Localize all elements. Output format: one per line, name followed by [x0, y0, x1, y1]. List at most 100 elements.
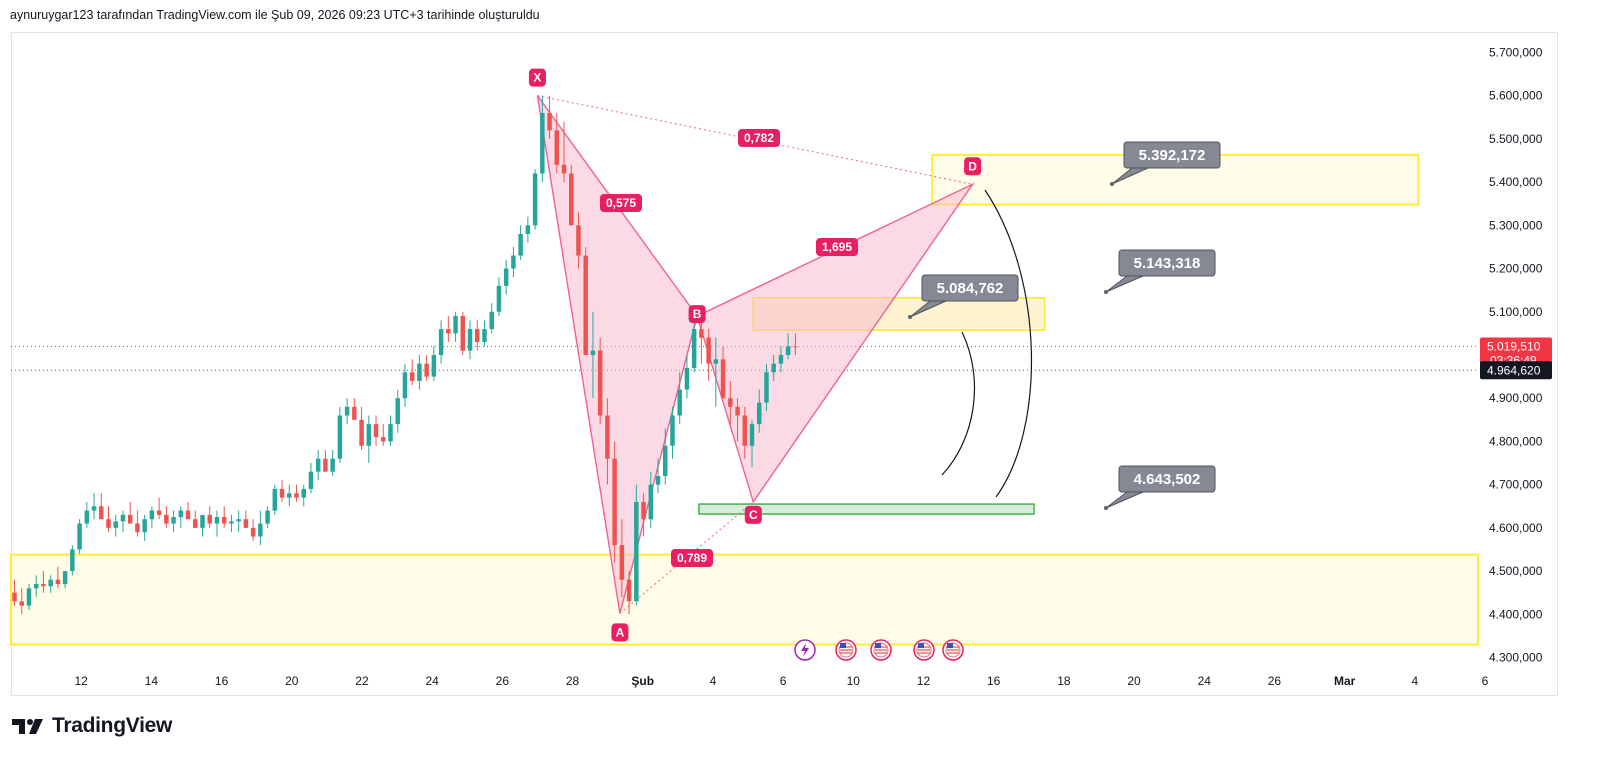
- candle: [590, 311, 596, 399]
- callout-text: 5.143,318: [1134, 255, 1201, 272]
- candle-body: [728, 398, 733, 407]
- candle-body: [785, 346, 791, 355]
- xd-dotted-line: [537, 95, 973, 185]
- candle-body: [409, 372, 415, 381]
- candle-body: [438, 329, 444, 355]
- candle: [663, 428, 668, 485]
- grid-layer: [11, 346, 1478, 371]
- candle: [597, 337, 603, 425]
- x-tick-label: Mar: [1334, 674, 1356, 688]
- callout-pointer: [1105, 491, 1144, 509]
- candle: [605, 398, 610, 485]
- candle: [359, 406, 364, 451]
- candle: [764, 363, 769, 412]
- callout-box: [1118, 465, 1216, 493]
- point-d-label-text: D: [968, 159, 977, 173]
- us-flag-event-icon: [942, 639, 964, 661]
- price-callout: 5.084,762: [908, 274, 1019, 319]
- support-c-zone: [698, 503, 1035, 515]
- candle: [576, 212, 581, 269]
- candle: [366, 415, 372, 464]
- candle-body: [106, 519, 111, 528]
- candle: [395, 389, 400, 433]
- x-tick-label: 18: [1057, 674, 1071, 688]
- candle: [106, 506, 111, 533]
- callout-anchor-dot: [908, 315, 912, 319]
- candle-body: [308, 471, 314, 489]
- candle: [352, 398, 357, 420]
- candle-body: [272, 488, 278, 511]
- tradingview-logo-icon: [12, 719, 43, 734]
- candle-body: [742, 415, 748, 446]
- point-a-label-bg: [611, 623, 629, 642]
- candle-body: [576, 225, 581, 256]
- candle: [41, 571, 46, 593]
- candle: [135, 510, 140, 537]
- x-tick-label: 4: [1411, 674, 1418, 688]
- ratio-label-text: 1,695: [822, 240, 852, 254]
- candle-body: [431, 354, 437, 377]
- candle-body: [127, 514, 133, 524]
- x-tick-label: 16: [215, 674, 229, 688]
- candle: [70, 545, 75, 576]
- x-tick-label: 4: [710, 674, 717, 688]
- candle: [91, 493, 97, 520]
- callout-anchor-dot: [1110, 182, 1114, 186]
- candle-body: [489, 311, 494, 330]
- y-tick-label: 5.300,000: [1489, 218, 1543, 232]
- candle: [265, 506, 270, 528]
- candle-body: [77, 523, 82, 550]
- outer-arc: [984, 189, 1033, 498]
- callout-anchor-dot: [1104, 290, 1108, 294]
- candle-body: [91, 506, 97, 511]
- ratio-label: 0,575: [600, 194, 642, 212]
- candle-body: [164, 514, 169, 524]
- candle: [503, 259, 509, 295]
- candle-body: [323, 458, 328, 472]
- candle-body: [684, 367, 690, 390]
- candle-body: [547, 112, 552, 131]
- candle-body: [771, 363, 776, 373]
- candle: [250, 519, 256, 541]
- candle-body: [381, 437, 386, 442]
- x-tick-label: 12: [917, 674, 931, 688]
- candle-body: [395, 398, 400, 425]
- y-tick-label: 4.500,000: [1489, 564, 1543, 578]
- candle-body: [207, 514, 212, 524]
- ratio-label: 0,782: [738, 129, 780, 147]
- point-x-label-text: X: [533, 71, 541, 85]
- candle-body: [265, 510, 270, 524]
- candle: [713, 337, 719, 407]
- candle-body: [540, 112, 545, 174]
- y-tick-label: 4.800,000: [1489, 434, 1543, 448]
- candle-body: [120, 514, 126, 522]
- callouts-layer: 5.392,172 5.143,318 5.084,762 4.643,502: [908, 141, 1221, 510]
- candle-body: [446, 329, 451, 334]
- x-tick-label: 26: [496, 674, 510, 688]
- candle: [467, 320, 473, 360]
- ref-price-tag-bg: [1480, 361, 1552, 380]
- candle: [388, 415, 393, 446]
- candle-body: [62, 571, 68, 585]
- candle: [330, 450, 335, 476]
- candle: [691, 320, 697, 373]
- candle: [221, 506, 227, 528]
- candle: [771, 354, 776, 381]
- candle-body: [26, 588, 32, 606]
- candle: [48, 575, 53, 593]
- candle-body: [597, 350, 603, 416]
- candle-body: [691, 329, 697, 368]
- candle: [84, 501, 90, 528]
- candle: [547, 95, 552, 139]
- tradingview-logo[interactable]: TradingView: [12, 714, 172, 738]
- candle: [243, 510, 249, 528]
- ref-price-value: 4.964,620: [1487, 363, 1541, 377]
- candle: [402, 363, 408, 407]
- candle-body: [287, 493, 292, 498]
- candle: [214, 510, 220, 537]
- candle-body: [634, 501, 639, 602]
- lightning-glyph: [801, 643, 809, 657]
- us-flag-event-icon: [835, 639, 857, 661]
- price-callout: 5.143,318: [1104, 249, 1216, 294]
